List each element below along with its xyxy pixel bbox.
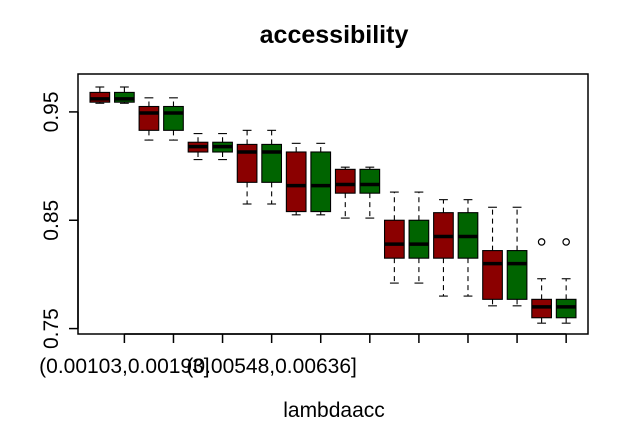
box-9 xyxy=(285,142,307,216)
box-7 xyxy=(236,129,258,205)
box-11 xyxy=(334,166,356,219)
box-8 xyxy=(261,129,283,205)
box-4 xyxy=(163,97,184,141)
box-body xyxy=(138,105,160,131)
y-tick-label: 0.95 xyxy=(40,91,63,132)
y-axis: 0.75 0.85 0.95 xyxy=(40,91,79,349)
box-body xyxy=(163,105,184,131)
box-body xyxy=(359,168,381,194)
box-16 xyxy=(457,199,479,297)
box-body xyxy=(408,219,430,259)
box-18 xyxy=(506,206,528,307)
y-tick-label: 0.75 xyxy=(40,308,63,349)
box-20 xyxy=(555,238,577,324)
outlier-point xyxy=(562,238,570,246)
box-body xyxy=(506,250,528,300)
box-body xyxy=(334,168,356,194)
box-15 xyxy=(433,199,454,297)
x-tick-label: (0.00103,0.00193] xyxy=(39,355,209,378)
box-6 xyxy=(212,133,233,161)
box-body xyxy=(236,143,258,183)
plot-area xyxy=(89,86,577,324)
box-17 xyxy=(482,206,503,307)
y-tick-label: 0.85 xyxy=(40,200,63,241)
box-10 xyxy=(310,142,332,216)
box-14 xyxy=(408,191,430,284)
outlier-point xyxy=(537,238,546,246)
box-body xyxy=(285,151,307,213)
box-5 xyxy=(187,133,209,161)
box-13 xyxy=(383,191,405,284)
x-axis-label: lambdaacc xyxy=(283,399,385,422)
box-19 xyxy=(531,238,552,324)
box-body xyxy=(482,250,503,300)
box-1 xyxy=(89,86,111,104)
box-body xyxy=(261,143,283,183)
box-3 xyxy=(138,97,160,141)
box-body xyxy=(310,151,332,213)
x-tick-label: (0.00548,0.00636] xyxy=(186,355,356,378)
x-axis: (0.00103,0.00193](0.00548,0.00636] xyxy=(39,333,567,378)
chart-title: accessibility xyxy=(260,21,409,49)
box-12 xyxy=(359,166,381,219)
box-2 xyxy=(114,86,135,104)
box-body xyxy=(383,219,405,259)
